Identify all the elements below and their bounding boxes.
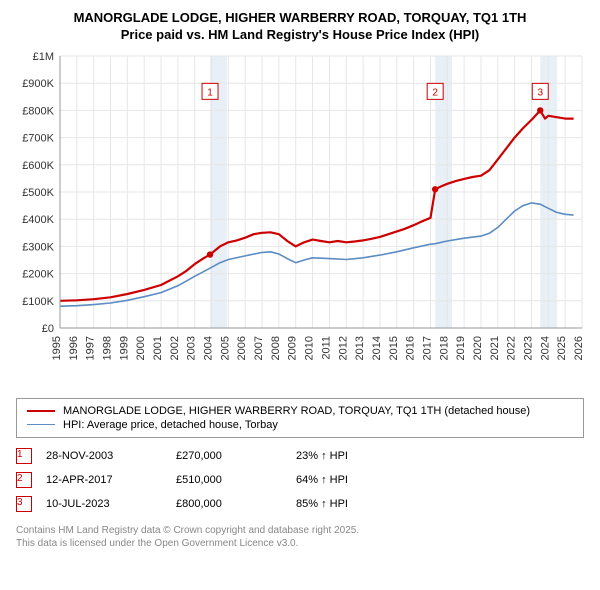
svg-text:2023: 2023	[522, 336, 534, 360]
svg-text:2003: 2003	[186, 336, 198, 360]
title-line-1: MANORGLADE LODGE, HIGHER WARBERRY ROAD, …	[74, 10, 527, 25]
svg-text:2015: 2015	[388, 336, 400, 360]
svg-text:2008: 2008	[270, 336, 282, 360]
svg-text:2009: 2009	[287, 336, 299, 360]
svg-text:2025: 2025	[556, 336, 568, 360]
svg-text:2001: 2001	[152, 336, 164, 360]
svg-text:£200K: £200K	[22, 268, 54, 280]
svg-text:2000: 2000	[135, 336, 147, 360]
data-pct: 85% ↑ HPI	[296, 498, 416, 510]
svg-text:3: 3	[537, 87, 543, 98]
svg-text:2021: 2021	[489, 336, 501, 360]
svg-text:2013: 2013	[354, 336, 366, 360]
data-price: £510,000	[176, 474, 296, 486]
data-pct: 23% ↑ HPI	[296, 450, 416, 462]
svg-text:£1M: £1M	[33, 51, 54, 63]
svg-text:2: 2	[432, 87, 438, 98]
svg-text:2022: 2022	[506, 336, 518, 360]
svg-text:2026: 2026	[573, 336, 585, 360]
chart-area: £0 £100K £200K £300K £400K £500K £600K £700K £80…	[10, 48, 590, 388]
title-line-2: Price paid vs. HM Land Registry's House …	[121, 27, 480, 42]
svg-text:2012: 2012	[337, 336, 349, 360]
data-date: 10-JUL-2023	[46, 498, 176, 510]
svg-text:1996: 1996	[68, 336, 80, 360]
svg-text:2005: 2005	[219, 336, 231, 360]
data-row: 3 10-JUL-2023£800,00085% ↑ HPI	[16, 492, 584, 516]
svg-text:£300K: £300K	[22, 241, 54, 253]
svg-text:2004: 2004	[203, 336, 215, 360]
data-pct: 64% ↑ HPI	[296, 474, 416, 486]
data-price: £270,000	[176, 450, 296, 462]
chart-title: MANORGLADE LODGE, HIGHER WARBERRY ROAD, …	[10, 10, 590, 44]
svg-text:2011: 2011	[320, 336, 332, 360]
svg-text:£100K: £100K	[22, 296, 54, 308]
svg-text:£500K: £500K	[22, 187, 54, 199]
svg-text:2010: 2010	[304, 336, 316, 360]
legend-label: HPI: Average price, detached house, Torb…	[63, 419, 278, 431]
svg-text:£400K: £400K	[22, 214, 54, 226]
data-row: 1 28-NOV-2003£270,00023% ↑ HPI	[16, 444, 584, 468]
marker-number-box: 1	[16, 448, 32, 464]
svg-text:1998: 1998	[102, 336, 114, 360]
data-price: £800,000	[176, 498, 296, 510]
footnote-line-2: This data is licensed under the Open Gov…	[16, 538, 298, 549]
svg-text:2007: 2007	[253, 336, 265, 360]
svg-text:2014: 2014	[371, 336, 383, 360]
legend-row: MANORGLADE LODGE, HIGHER WARBERRY ROAD, …	[27, 405, 573, 417]
svg-text:£700K: £700K	[22, 132, 54, 144]
svg-text:1: 1	[207, 87, 213, 98]
svg-text:2006: 2006	[236, 336, 248, 360]
svg-text:£0: £0	[42, 323, 54, 335]
legend-row: HPI: Average price, detached house, Torb…	[27, 419, 573, 431]
chart-svg: £0 £100K £200K £300K £400K £500K £600K £700K £80…	[10, 48, 590, 388]
svg-text:2002: 2002	[169, 336, 181, 360]
data-date: 28-NOV-2003	[46, 450, 176, 462]
marker-data-table: 1 28-NOV-2003£270,00023% ↑ HPI 2 12-APR-201…	[16, 444, 584, 516]
svg-text:2019: 2019	[455, 336, 467, 360]
legend: MANORGLADE LODGE, HIGHER WARBERRY ROAD, …	[16, 398, 584, 438]
marker-number-box: 3	[16, 496, 32, 512]
svg-text:2017: 2017	[421, 336, 433, 360]
svg-text:2018: 2018	[438, 336, 450, 360]
footnote: Contains HM Land Registry data © Crown c…	[16, 524, 584, 550]
svg-text:2020: 2020	[472, 336, 484, 360]
legend-swatch	[27, 424, 55, 425]
svg-text:1997: 1997	[85, 336, 97, 360]
svg-text:1999: 1999	[118, 336, 130, 360]
marker-number-box: 2	[16, 472, 32, 488]
data-row: 2 12-APR-2017£510,00064% ↑ HPI	[16, 468, 584, 492]
svg-text:£800K: £800K	[22, 105, 54, 117]
legend-swatch	[27, 410, 55, 412]
svg-text:1995: 1995	[51, 336, 63, 360]
svg-text:2016: 2016	[405, 336, 417, 360]
svg-text:£600K: £600K	[22, 160, 54, 172]
legend-label: MANORGLADE LODGE, HIGHER WARBERRY ROAD, …	[63, 405, 530, 417]
footnote-line-1: Contains HM Land Registry data © Crown c…	[16, 525, 359, 536]
svg-text:2024: 2024	[539, 336, 551, 360]
data-date: 12-APR-2017	[46, 474, 176, 486]
svg-text:£900K: £900K	[22, 78, 54, 90]
